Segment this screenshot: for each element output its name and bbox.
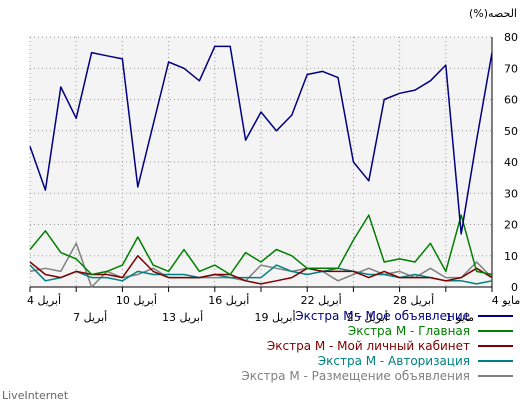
legend-label: Экстра М - Мой личный кабинет bbox=[267, 339, 470, 353]
y-tick-label: 30 bbox=[504, 187, 518, 200]
legend-label: Экстра М - Главная bbox=[348, 324, 470, 338]
y-tick-label: 40 bbox=[504, 156, 518, 169]
x-axis: 4 مايو 1 مايو 28 أبريل 25 أبريل 22 أبريل 19 أ… bbox=[27, 286, 520, 324]
x-tick-label: 22 أبريل bbox=[301, 293, 342, 307]
x-tick-label: 1 مايو bbox=[446, 311, 475, 324]
x-tick-label: 19 أبريل bbox=[254, 310, 295, 324]
x-tick-label: 4 أبريل bbox=[27, 293, 61, 307]
legend-label: Экстра М - Авторизация bbox=[318, 354, 470, 368]
y-tick-label: 0 bbox=[511, 281, 518, 294]
y-tick-label: 10 bbox=[504, 250, 518, 263]
x-tick-label: 13 أبريل bbox=[162, 310, 203, 324]
y-tick-label: 20 bbox=[504, 219, 518, 232]
y-tick-label: 70 bbox=[504, 62, 518, 75]
x-tick-label: 4 مايو bbox=[492, 294, 520, 307]
x-tick-label: 16 أبريل bbox=[208, 293, 249, 307]
x-tick-label: 28 أبريل bbox=[393, 293, 434, 307]
x-tick-label: 10 أبريل bbox=[116, 293, 157, 307]
brand-label: LiveInternet bbox=[2, 389, 69, 402]
series-line-4 bbox=[29, 264, 493, 285]
series-line-2 bbox=[29, 214, 493, 276]
plot-area bbox=[29, 36, 493, 287]
legend-label: Экстра М - Размещение объявления bbox=[241, 369, 470, 383]
y-tick-label: 80 bbox=[504, 31, 518, 44]
series-line-3 bbox=[29, 255, 493, 285]
y-tick-label: 50 bbox=[504, 125, 518, 138]
series-line-1 bbox=[29, 45, 493, 235]
y-tick-label: 60 bbox=[504, 94, 518, 107]
series-lines bbox=[29, 45, 493, 288]
legend-label: Экстра М - Мое объявление bbox=[295, 309, 470, 323]
y-axis: 0 10 20 30 40 50 60 70 80 bbox=[491, 31, 518, 294]
x-tick-label: 25 أبريل bbox=[347, 310, 388, 324]
x-tick-label: 7 أبريل bbox=[73, 310, 107, 324]
y-axis-label: (%)الحصه bbox=[469, 7, 517, 20]
